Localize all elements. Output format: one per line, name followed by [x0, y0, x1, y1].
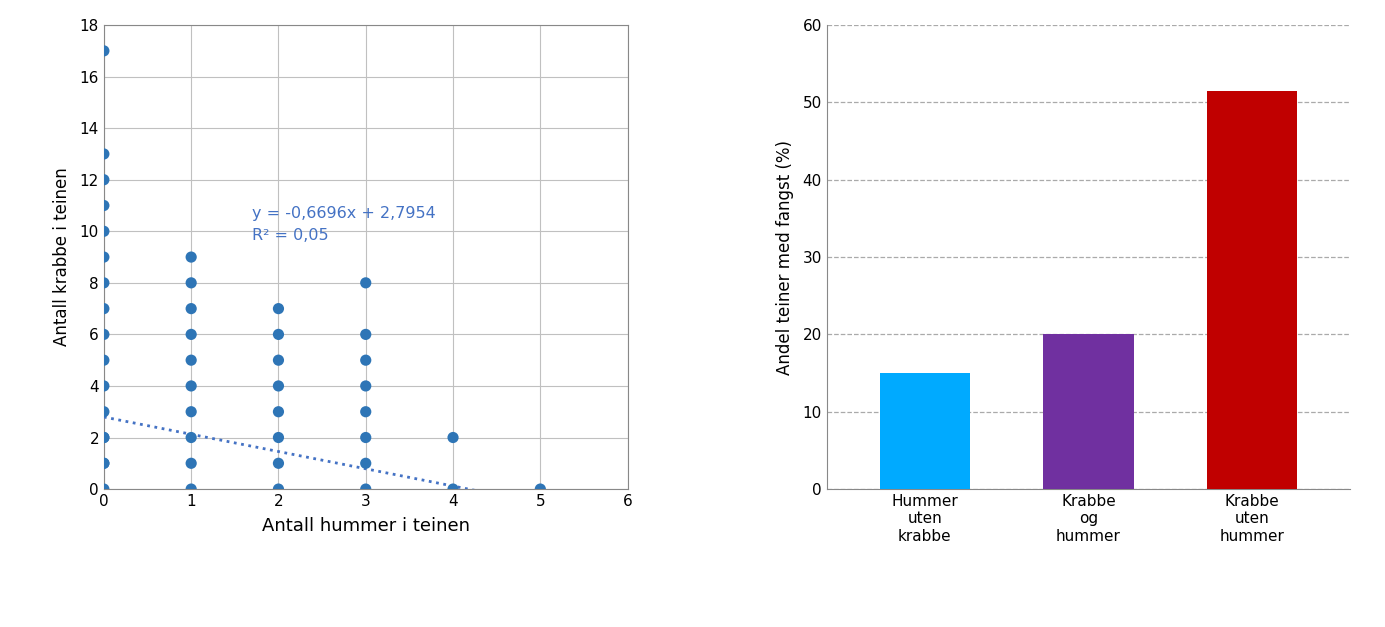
- Point: [267, 407, 289, 417]
- Point: [267, 355, 289, 365]
- Point: [355, 278, 377, 288]
- Y-axis label: Antall krabbe i teinen: Antall krabbe i teinen: [53, 167, 71, 347]
- Point: [355, 407, 377, 417]
- Point: [180, 329, 202, 339]
- Point: [355, 355, 377, 365]
- Point: [93, 201, 115, 211]
- Point: [93, 252, 115, 262]
- Point: [442, 433, 464, 443]
- Point: [93, 278, 115, 288]
- Point: [93, 226, 115, 236]
- Point: [93, 407, 115, 417]
- Point: [93, 484, 115, 494]
- Point: [93, 433, 115, 443]
- Point: [180, 484, 202, 494]
- Point: [355, 381, 377, 391]
- Point: [267, 458, 289, 468]
- Point: [267, 303, 289, 314]
- Point: [93, 46, 115, 56]
- Point: [355, 329, 377, 339]
- Point: [180, 355, 202, 365]
- Point: [267, 484, 289, 494]
- Y-axis label: Andel teiner med fangst (%): Andel teiner med fangst (%): [776, 140, 794, 374]
- Point: [180, 252, 202, 262]
- Point: [180, 381, 202, 391]
- Point: [180, 407, 202, 417]
- Text: y = -0,6696x + 2,7954
R² = 0,05: y = -0,6696x + 2,7954 R² = 0,05: [252, 206, 436, 243]
- Point: [355, 458, 377, 468]
- Point: [93, 175, 115, 185]
- Point: [355, 433, 377, 443]
- Point: [180, 278, 202, 288]
- Point: [267, 381, 289, 391]
- Point: [267, 433, 289, 443]
- Point: [93, 458, 115, 468]
- Point: [180, 303, 202, 314]
- Point: [93, 433, 115, 443]
- Point: [267, 329, 289, 339]
- Point: [442, 484, 464, 494]
- Point: [93, 355, 115, 365]
- Point: [93, 149, 115, 159]
- Point: [93, 381, 115, 391]
- Bar: [1043, 334, 1133, 489]
- Point: [355, 484, 377, 494]
- Point: [93, 329, 115, 339]
- Point: [180, 458, 202, 468]
- Bar: [1208, 91, 1298, 489]
- X-axis label: Antall hummer i teinen: Antall hummer i teinen: [262, 517, 470, 535]
- Bar: [879, 373, 970, 489]
- Point: [180, 433, 202, 443]
- Point: [93, 458, 115, 468]
- Point: [93, 303, 115, 314]
- Point: [529, 484, 551, 494]
